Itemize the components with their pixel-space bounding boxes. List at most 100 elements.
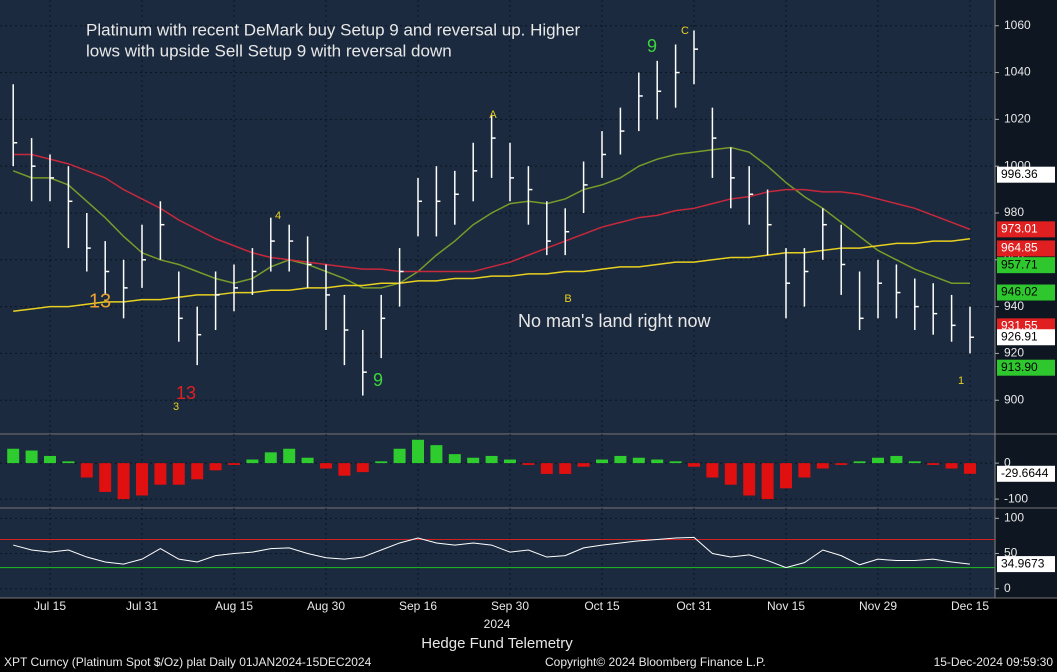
macd-bar xyxy=(80,463,93,478)
y-tick-label: 0 xyxy=(1004,581,1011,595)
value-tag xyxy=(997,240,1055,257)
macd-bar xyxy=(522,463,535,465)
setup-label: 9 xyxy=(647,36,657,56)
macd-bar xyxy=(927,463,940,465)
macd-bar xyxy=(338,463,351,476)
macd-bar xyxy=(761,463,774,500)
macd-bar xyxy=(136,463,148,496)
macd-bar xyxy=(872,457,884,464)
x-tick-label: Dec 15 xyxy=(951,599,989,613)
value-tag-label: 926.91 xyxy=(1001,329,1038,343)
value-tag xyxy=(997,359,1055,376)
setup-label: 3 xyxy=(173,401,179,413)
setup-label: 13 xyxy=(176,383,196,403)
setup-label: C xyxy=(681,25,689,37)
macd-bar xyxy=(724,463,737,485)
macd-bar xyxy=(246,459,259,464)
macd-bar xyxy=(412,439,424,464)
x-tick-label: Nov 29 xyxy=(859,599,897,613)
macd-bar xyxy=(209,463,222,471)
footer-background xyxy=(0,598,1057,672)
year-label: 2024 xyxy=(484,617,511,631)
macd-bar xyxy=(577,463,590,467)
setup-label: 1 xyxy=(958,375,964,387)
macd-bar xyxy=(559,463,572,474)
macd-bar xyxy=(44,455,56,464)
y-tick-label: 900 xyxy=(1004,392,1024,406)
y-tick-label: 1020 xyxy=(1004,112,1031,126)
macd-bar xyxy=(356,463,369,473)
timestamp: 15-Dec-2024 09:59:30 xyxy=(934,655,1054,669)
footer-left: XPT Curncy (Platinum Spot $/Oz) plat Dai… xyxy=(4,655,372,669)
value-tag xyxy=(997,221,1055,238)
x-tick-label: Oct 15 xyxy=(584,599,620,613)
value-tag-label: 34.9673 xyxy=(1001,556,1045,570)
y-tick-label: 1060 xyxy=(1004,18,1031,32)
moving-average xyxy=(13,237,971,313)
value-tag-label: 964.85 xyxy=(1001,241,1038,255)
setup-label: 4 xyxy=(275,210,281,222)
macd-bar xyxy=(320,463,332,469)
value-tag xyxy=(997,284,1055,301)
macd-bar xyxy=(430,445,443,464)
value-tag-label: 957.71 xyxy=(1001,257,1038,271)
macd-bar xyxy=(964,463,976,474)
macd-bar xyxy=(393,448,406,464)
macd-bar xyxy=(283,448,296,464)
macd-bar xyxy=(25,450,38,464)
moving-average xyxy=(13,153,971,273)
setup-label: B xyxy=(564,293,571,305)
y-tick-label: 980 xyxy=(1004,205,1024,219)
x-tick-label: Oct 31 xyxy=(676,599,712,613)
value-tag-label: 946.02 xyxy=(1001,285,1038,299)
macd-bar xyxy=(651,459,664,464)
macd-bar xyxy=(890,455,903,464)
moving-average xyxy=(12,146,970,289)
macd-bar xyxy=(485,455,498,464)
macd-bar xyxy=(798,463,811,478)
value-tag xyxy=(997,257,1055,274)
value-tag-label: 996.36 xyxy=(1001,167,1038,181)
value-tag xyxy=(997,329,1055,346)
marks xyxy=(0,30,995,569)
macd-bar xyxy=(743,463,756,496)
setup-label: 13 xyxy=(89,290,111,312)
y-tick-label: 1040 xyxy=(1004,65,1031,79)
x-tick-label: Jul 31 xyxy=(126,599,158,613)
macd-bar xyxy=(7,448,20,464)
value-tag xyxy=(997,556,1055,573)
y-tick-label: -100 xyxy=(1004,491,1028,505)
macd-bar xyxy=(853,461,866,464)
value-tag xyxy=(997,465,1055,482)
macd-bar xyxy=(117,463,130,500)
grid xyxy=(0,0,995,597)
chart-subtitle: lows with upside Sell Setup 9 with rever… xyxy=(86,41,452,60)
macd-bar xyxy=(301,457,314,464)
x-tick-label: Nov 15 xyxy=(767,599,805,613)
value-tag-label: 913.90 xyxy=(1001,360,1038,374)
macd-bar xyxy=(688,463,700,467)
macd-bar xyxy=(540,463,553,474)
macd-bar xyxy=(172,463,185,485)
macd-bar xyxy=(228,463,240,465)
y-tick-label: 0 xyxy=(1004,455,1011,469)
macd-bar xyxy=(706,463,719,478)
macd-bar xyxy=(154,463,167,485)
macd-bar xyxy=(908,461,921,464)
value-tag-label: -29.6644 xyxy=(1001,466,1049,480)
macd-bar xyxy=(448,454,461,464)
footer-center: Hedge Fund Telemetry xyxy=(421,635,573,652)
x-tick-label: Sep 16 xyxy=(399,599,437,613)
macd-bar xyxy=(467,457,480,464)
y-tick-label: 920 xyxy=(1004,346,1024,360)
macd-bar xyxy=(191,463,204,480)
macd-bar xyxy=(99,463,112,492)
macd-bar xyxy=(780,463,792,489)
x-tick-label: Aug 15 xyxy=(215,599,253,613)
value-tag-label: 973.01 xyxy=(1001,222,1038,236)
macd-bar xyxy=(632,457,645,464)
macd-bar xyxy=(669,461,682,464)
macd-bar xyxy=(816,463,829,469)
macd-bar xyxy=(835,463,848,465)
